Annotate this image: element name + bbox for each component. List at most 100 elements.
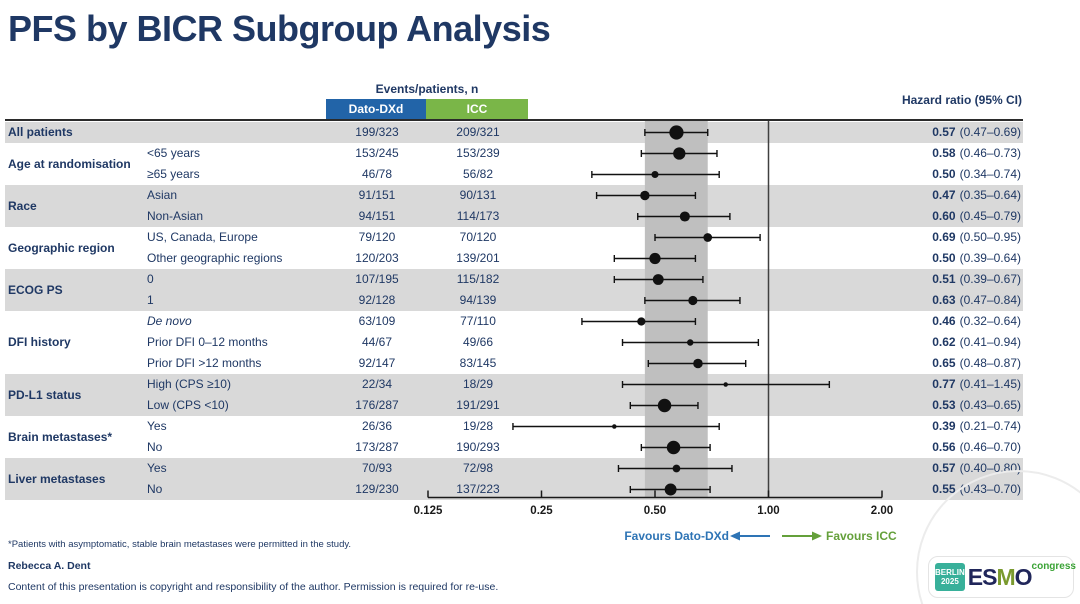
- logo-congress-text: congress: [1031, 561, 1076, 572]
- events-icc-value: 56/82: [462, 167, 494, 181]
- arm-header-dato-dxd: Dato-DXd: [326, 99, 426, 120]
- hazard-ratio-value: 0.65 (0.48–0.87): [932, 356, 1021, 370]
- group-label: DFI history: [8, 335, 71, 349]
- subgroup-label: US, Canada, Europe: [147, 230, 258, 244]
- subgroup-label: Prior DFI >12 months: [147, 356, 262, 370]
- table-row: US, Canada, Europe 79/120 70/120 0.69 (0.50–…: [5, 227, 1023, 248]
- footnote: *Patients with asymptomatic, stable brai…: [8, 539, 352, 550]
- subgroup-label: 1: [147, 293, 154, 307]
- hazard-ratio-value: 0.62 (0.41–0.94): [932, 335, 1021, 349]
- favours-right-arrowhead: [812, 531, 822, 541]
- events-dato-dxd-value: 26/36: [361, 419, 393, 433]
- events-icc-value: 153/239: [456, 146, 500, 160]
- favours-icc-label: Favours ICC: [826, 529, 897, 543]
- table-row: Yes 70/93 72/98 0.57 (0.40–0.80): [5, 458, 1023, 479]
- table-row: Other geographic regions 120/203 139/201 0.…: [5, 248, 1023, 269]
- table-row: <65 years 153/245 153/239 0.58 (0.46–0.73): [5, 143, 1023, 164]
- hazard-ratio-value: 0.69 (0.50–0.95): [932, 230, 1021, 244]
- copyright-notice: Content of this presentation is copyrigh…: [8, 581, 499, 593]
- table-row: ≥65 years 46/78 56/82 0.50 (0.34–0.74): [5, 164, 1023, 185]
- events-icc-value: 83/145: [459, 356, 497, 370]
- hazard-ratio-value: 0.57 (0.47–0.69): [932, 125, 1021, 139]
- events-patients-header: Events/patients, n: [375, 82, 479, 96]
- table-row: High (CPS ≥10) 22/34 18/29 0.77 (0.41–1.45): [5, 374, 1023, 395]
- events-icc-value: 77/110: [460, 314, 496, 328]
- subgroup-label: Yes: [147, 461, 167, 475]
- hazard-ratio-value: 0.77 (0.41–1.45): [932, 377, 1021, 391]
- events-dato-dxd-value: 46/78: [361, 167, 393, 181]
- group-label: Liver metastases: [8, 471, 106, 486]
- axis-tick-label: 1.00: [757, 505, 780, 517]
- hazard-ratio-value: 0.46 (0.32–0.64): [932, 314, 1021, 328]
- table-row: Low (CPS <10) 176/287 191/291 0.53 (0.43–0.6…: [5, 395, 1023, 416]
- hazard-ratio-value: 0.58 (0.46–0.73): [932, 146, 1021, 160]
- axis-tick-label: 0.25: [530, 505, 553, 517]
- events-dato-dxd-value: 153/245: [355, 146, 399, 160]
- logo-venue-year: 2025: [940, 577, 959, 586]
- subgroup-label: Low (CPS <10): [147, 398, 229, 412]
- events-icc-value: 18/29: [462, 377, 494, 391]
- table-row: 199/323 209/321 0.57 (0.47–0.69): [5, 122, 1023, 143]
- events-icc-value: 90/131: [459, 188, 497, 202]
- group-label: Age at randomisation: [8, 156, 131, 171]
- favours-dato-dxd-label: Favours Dato-DXd: [624, 529, 729, 543]
- axis-tick-label: 0.125: [413, 505, 443, 517]
- table-row: Asian 91/151 90/131 0.47 (0.35–0.64): [5, 185, 1023, 206]
- events-icc-value: 114/173: [456, 209, 500, 223]
- group-label: All patients: [8, 125, 73, 139]
- table-row: No 173/287 190/293 0.56 (0.46–0.70): [5, 437, 1023, 458]
- axis-tick-label: 2.00: [870, 505, 894, 517]
- events-dato-dxd-value: 22/34: [361, 377, 393, 391]
- logo-venue-city: BERLIN: [935, 568, 965, 577]
- table-row: De novo 63/109 77/110 0.46 (0.32–0.64): [5, 311, 1023, 332]
- hazard-ratio-value: 0.56 (0.46–0.70): [932, 440, 1021, 454]
- events-dato-dxd-value: 63/109: [358, 314, 396, 328]
- events-dato-dxd-value: 173/287: [355, 440, 399, 454]
- hazard-ratio-value: 0.51 (0.39–0.67): [932, 272, 1021, 286]
- events-icc-value: 94/139: [459, 293, 497, 307]
- favours-left-arrowhead: [730, 531, 740, 541]
- hazard-ratio-value: 0.47 (0.35–0.64): [932, 188, 1021, 202]
- events-icc-value: 49/66: [462, 335, 494, 349]
- table-row: 0 107/195 115/182 0.51 (0.39–0.67): [5, 269, 1023, 290]
- events-dato-dxd-value: 91/151: [358, 188, 396, 202]
- events-dato-dxd-value: 107/195: [355, 272, 399, 286]
- table-row: No 129/230 137/223 0.55 (0.43–0.70): [5, 479, 1023, 500]
- author-name: Rebecca A. Dent: [8, 560, 91, 572]
- events-icc-value: 137/223: [456, 482, 500, 496]
- events-icc-value: 19/28: [462, 419, 494, 433]
- events-dato-dxd-value: 79/120: [358, 230, 396, 244]
- events-icc-value: 70/120: [459, 230, 497, 244]
- events-dato-dxd-value: 199/323: [355, 125, 399, 139]
- page-title: PFS by BICR Subgroup Analysis: [8, 8, 551, 49]
- events-dato-dxd-value: 176/287: [355, 398, 399, 412]
- logo-org-text: ESMO: [967, 563, 1033, 590]
- events-icc-value: 209/321: [456, 125, 500, 139]
- group-label: PD-L1 status: [8, 387, 82, 402]
- events-icc-value: 72/98: [462, 461, 494, 475]
- group-label: Brain metastases*: [8, 429, 113, 444]
- subgroup-label: No: [147, 482, 163, 496]
- events-dato-dxd-value: 129/230: [355, 482, 399, 496]
- subgroup-label: <65 years: [147, 146, 201, 160]
- subgroup-label: ≥65 years: [147, 167, 200, 181]
- events-icc-value: 139/201: [456, 251, 500, 265]
- table-top-border: [5, 119, 1023, 121]
- events-icc-value: 191/291: [456, 398, 500, 412]
- logo-venue-badge: BERLIN 2025: [935, 563, 965, 591]
- subgroup-label: Other geographic regions: [147, 251, 283, 265]
- group-label: Race: [8, 198, 37, 213]
- events-dato-dxd-value: 92/128: [358, 293, 396, 307]
- events-icc-value: 115/182: [456, 272, 500, 286]
- axis-tick-label: 0.50: [643, 505, 667, 517]
- group-label: ECOG PS: [8, 282, 63, 297]
- esmo-congress-logo: BERLIN 2025 ESMO congress: [928, 556, 1076, 598]
- subgroup-label: 0: [147, 272, 154, 286]
- events-dato-dxd-value: 70/93: [361, 461, 393, 475]
- subgroup-label: No: [147, 440, 163, 454]
- table-row: Prior DFI 0–12 months 44/67 49/66 0.62 (0.41…: [5, 332, 1023, 353]
- subgroup-label: Asian: [147, 188, 178, 202]
- hazard-ratio-value: 0.50 (0.34–0.74): [932, 167, 1021, 181]
- group-label: Geographic region: [8, 240, 115, 255]
